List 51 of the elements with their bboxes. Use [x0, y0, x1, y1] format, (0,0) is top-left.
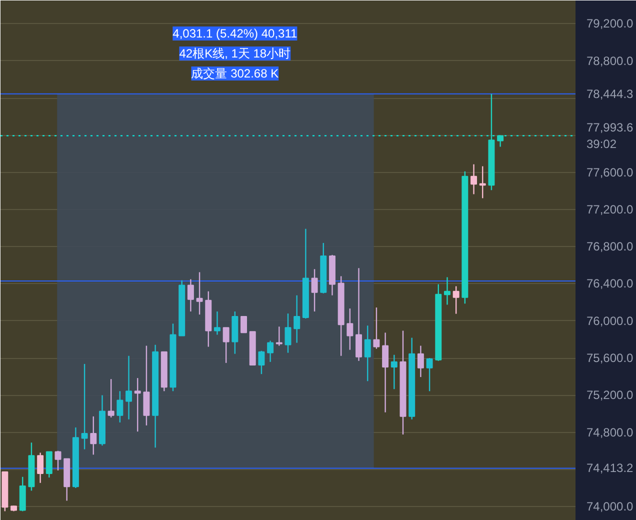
candlestick — [390, 354, 398, 390]
candlestick — [311, 268, 318, 312]
candlestick — [452, 286, 460, 314]
candlestick — [356, 268, 362, 362]
candlestick — [90, 416, 97, 456]
y-tick-label: 75,600.0 — [586, 351, 634, 365]
ref-line-label: 74,413.2 — [586, 461, 634, 476]
candlestick — [187, 278, 194, 312]
candlestick — [46, 451, 52, 478]
candlestick — [294, 294, 300, 344]
candlestick — [134, 377, 141, 432]
ref-line-label: 77,993.6 39:02 — [586, 120, 634, 152]
candlestick — [373, 306, 380, 350]
candlestick — [267, 340, 274, 362]
candlestick — [382, 332, 389, 413]
candlestick — [346, 308, 354, 350]
candlestick — [81, 363, 88, 450]
candlestick — [196, 272, 203, 316]
candlestick — [417, 345, 424, 378]
y-tick-label: 79,200.0 — [586, 16, 634, 31]
y-tick-label: 77,600.0 — [586, 165, 634, 180]
y-tick-label: 76,400.0 — [586, 276, 634, 291]
y-tick-label: 74,000.0 — [586, 500, 634, 514]
ref-line-label: 78,444.3 — [586, 86, 634, 101]
candlestick — [214, 310, 220, 336]
annotation: 成交量 302.68 K — [191, 66, 279, 80]
candlestick — [116, 390, 124, 424]
candlestick — [240, 316, 248, 334]
candlestick — [426, 357, 433, 392]
y-tick-label: 76,000.0 — [586, 314, 634, 328]
candlestick — [222, 327, 230, 364]
candlestick — [364, 324, 371, 382]
y-tick-label: 75,200.0 — [586, 388, 634, 402]
candlestick — [479, 166, 486, 199]
annotation: 42根K线, 1天 18小时 — [179, 46, 291, 60]
candlestick — [37, 452, 44, 484]
annotation: 4,031.1 (5.42%) 40,311 — [172, 26, 298, 40]
y-tick-label: 77,200.0 — [586, 202, 634, 216]
candlestick — [126, 355, 132, 420]
candlestick — [497, 135, 504, 148]
candlestick — [108, 378, 114, 418]
y-tick-label: 76,800.0 — [586, 240, 634, 254]
y-tick-label: 74,800.0 — [586, 425, 634, 440]
candlestick — [54, 450, 62, 472]
candlestick — [276, 326, 282, 346]
candlestick — [470, 164, 478, 195]
candlestick — [444, 276, 450, 306]
candlestick — [143, 345, 150, 426]
y-tick-label: 78,800.0 — [586, 54, 634, 68]
candlestick — [284, 312, 292, 354]
candlestick — [258, 350, 265, 375]
